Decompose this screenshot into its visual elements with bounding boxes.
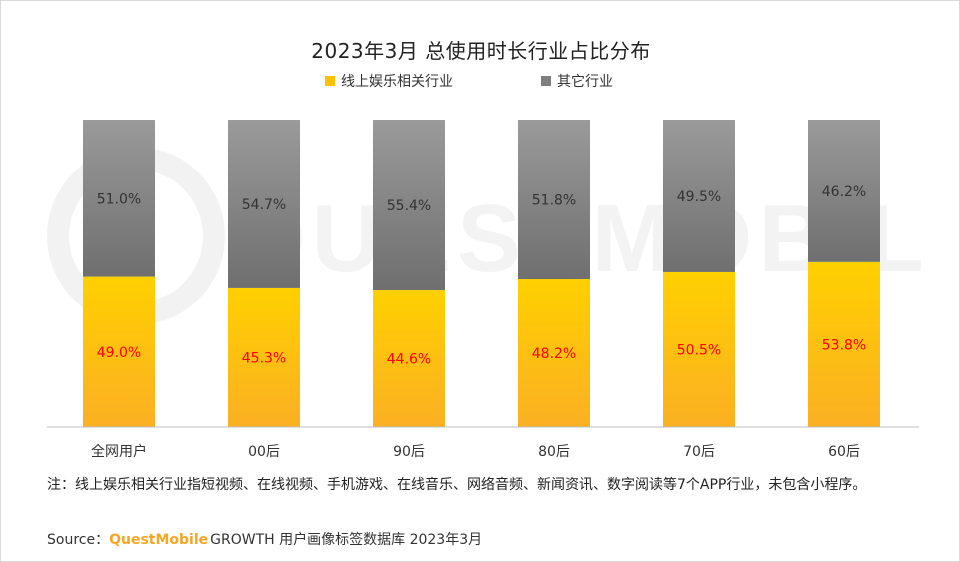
x-tick-label-3: 80后 xyxy=(538,444,570,460)
data-label-other-0: 51.0% xyxy=(97,191,141,207)
data-label-entertainment-2: 44.6% xyxy=(387,352,431,368)
data-label-other-1: 54.7% xyxy=(242,197,286,213)
data-label-entertainment-4: 50.5% xyxy=(677,342,721,358)
x-tick-label-2: 90后 xyxy=(393,444,425,460)
source-line: Source： QuestMobile GROWTH 用户画像标签数据库 202… xyxy=(47,529,482,549)
data-label-entertainment-0: 49.0% xyxy=(97,345,141,361)
legend-label-entertainment: 线上娱乐相关行业 xyxy=(341,74,453,90)
source-brand: QuestMobile xyxy=(109,532,209,548)
legend-item-entertainment: 线上娱乐相关行业 xyxy=(325,71,453,91)
bar-entertainment-3 xyxy=(518,279,590,427)
bar-other-0 xyxy=(83,120,155,277)
source-prefix: Source： xyxy=(47,532,110,548)
x-tick-label-5: 60后 xyxy=(828,444,860,460)
data-label-other-5: 46.2% xyxy=(822,184,866,200)
data-label-entertainment-3: 48.2% xyxy=(532,346,576,362)
bar-entertainment-5 xyxy=(808,261,880,427)
legend: 线上娱乐相关行业 其它行业 xyxy=(1,71,960,91)
bar-other-4 xyxy=(663,120,735,272)
data-label-other-3: 51.8% xyxy=(532,193,576,209)
legend-label-other: 其它行业 xyxy=(557,74,613,90)
data-label-other-4: 49.5% xyxy=(677,189,721,205)
legend-swatch-entertainment xyxy=(325,76,335,86)
footnote: 注：线上娱乐相关行业指短视频、在线视频、手机游戏、在线音乐、网络音频、新闻资讯、… xyxy=(47,477,867,493)
bar-entertainment-0 xyxy=(83,276,155,427)
bar-other-1 xyxy=(228,120,300,288)
bar-other-2 xyxy=(373,120,445,291)
source-rest: GROWTH 用户画像标签数据库 2023年3月 xyxy=(210,532,483,548)
data-label-entertainment-5: 53.8% xyxy=(822,337,866,353)
bar-entertainment-1 xyxy=(228,287,300,427)
bar-other-5 xyxy=(808,120,880,262)
bar-other-3 xyxy=(518,120,590,280)
bar-entertainment-4 xyxy=(663,271,735,427)
bar-entertainment-2 xyxy=(373,290,445,427)
legend-item-other: 其它行业 xyxy=(541,71,613,91)
legend-swatch-other xyxy=(541,76,551,86)
x-tick-label-0: 全网用户 xyxy=(91,443,147,460)
x-tick-label-4: 70后 xyxy=(683,444,715,460)
x-tick-label-1: 00后 xyxy=(248,444,280,460)
data-label-other-2: 55.4% xyxy=(387,198,431,214)
data-label-entertainment-1: 45.3% xyxy=(242,350,286,366)
stacked-bar-chart: 49.0% 51.0% 45.3% 54.7% 44.6% 55.4% 48.2% 51.8%… xyxy=(47,120,919,460)
chart-title: 2023年3月 总使用时长行业占比分布 xyxy=(311,39,651,63)
